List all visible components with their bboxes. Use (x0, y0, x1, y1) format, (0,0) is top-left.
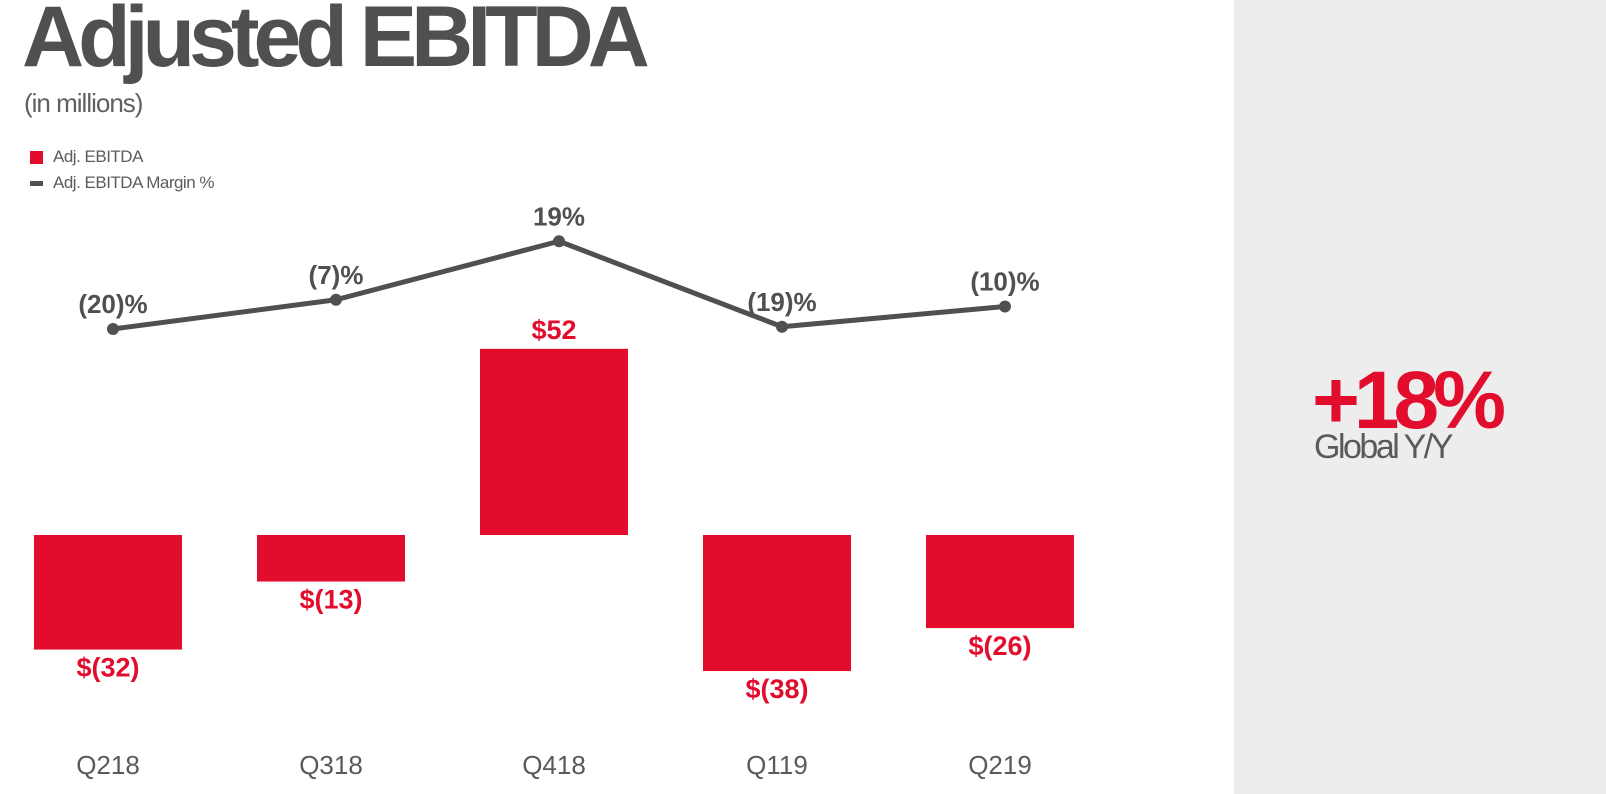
legend-item-bar: Adj. EBITDA (30, 144, 214, 170)
margin-point-q218 (107, 323, 119, 335)
legend-label-line: Adj. EBITDA Margin % (53, 173, 215, 192)
x-tick-label-q418: Q418 (522, 750, 586, 780)
bar-label-q219: $(26) (968, 631, 1031, 661)
legend: Adj. EBITDA Adj. EBITDA Margin % (30, 144, 215, 196)
chart-title: Adjusted EBITDA (22, 0, 650, 85)
margin-point-q219 (999, 300, 1011, 313)
margin-point-q119 (776, 320, 788, 333)
bar-label-q418: $52 (531, 315, 576, 345)
margin-label-q418: 19% (533, 201, 585, 231)
bar-q119 (703, 535, 851, 672)
x-tick-label-q318: Q318 (299, 750, 363, 780)
legend-swatch-bar (30, 150, 43, 164)
side-panel: +18% Global Y/Y (1234, 0, 1606, 794)
bar-label-q318: $(13) (299, 585, 362, 615)
margin-label-q218: (20)% (78, 289, 147, 319)
chart-subtitle: (in millions) (24, 88, 143, 118)
x-tick-label-q218: Q218 (76, 750, 140, 780)
legend-label-bar: Adj. EBITDA (53, 147, 143, 166)
legend-item-line: Adj. EBITDA Margin % (30, 170, 215, 196)
bar-q219 (926, 535, 1074, 629)
legend-swatch-line (30, 180, 43, 186)
x-tick-label-q119: Q119 (746, 750, 808, 780)
margin-label-q119: (19)% (747, 287, 816, 317)
margin-point-q418 (553, 235, 565, 248)
combo-chart: $(32) $(13) $52 $(38) $(26) (20)% (7)% 19% (19)%… (34, 201, 1074, 780)
bar-label-q119: $(38) (745, 674, 808, 704)
bar-q318 (257, 535, 405, 582)
bar-label-q218: $(32) (76, 653, 139, 683)
growth-stat: +18% (1312, 355, 1506, 446)
bar-q218 (34, 535, 182, 650)
growth-stat-label: Global Y/Y (1314, 428, 1453, 466)
x-tick-label-q219: Q219 (968, 750, 1032, 780)
margin-point-q318 (330, 293, 342, 306)
margin-label-q219: (10)% (970, 267, 1039, 297)
margin-label-q318: (7)% (309, 260, 364, 290)
bar-q418 (480, 348, 628, 535)
